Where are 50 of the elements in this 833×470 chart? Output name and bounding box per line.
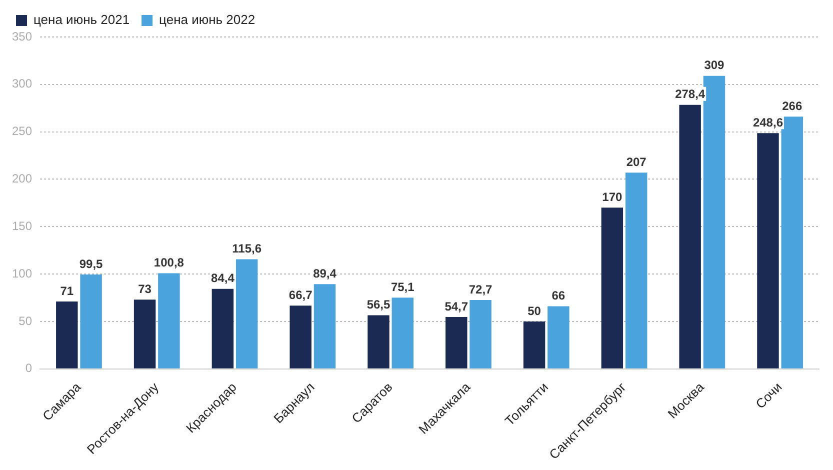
data-label: 72,7 [468, 282, 493, 296]
data-label: 170 [602, 190, 623, 204]
y-tick-label: 100 [12, 266, 32, 280]
legend-label: цена июнь 2022 [159, 12, 256, 28]
bar [158, 273, 180, 368]
bar [392, 298, 414, 368]
data-label: 266 [782, 98, 802, 113]
data-label: 309 [704, 58, 725, 72]
data-label: 71 [60, 284, 74, 298]
bar [314, 284, 336, 368]
bar [601, 208, 624, 368]
data-label: 100,8 [154, 256, 184, 270]
bar [470, 300, 492, 368]
bar [290, 306, 312, 368]
y-tick-label: 0 [25, 361, 32, 376]
data-label: 207 [626, 154, 647, 169]
bar [703, 76, 726, 368]
bar [236, 259, 258, 368]
legend-label: цена июнь 2021 [34, 12, 130, 28]
data-label: 66 [552, 288, 566, 303]
data-label: 54,7 [444, 299, 468, 314]
bar [523, 321, 546, 368]
data-label: 56,5 [366, 298, 390, 312]
y-tick-label: 200 [12, 172, 32, 186]
bar [679, 104, 701, 368]
y-tick-label: 350 [12, 29, 32, 44]
data-label: 115,6 [232, 242, 262, 256]
bar [80, 274, 102, 368]
data-label: 66,7 [288, 288, 313, 302]
data-label: 278,4 [675, 87, 706, 102]
bar [56, 302, 78, 368]
y-tick-label: 50 [18, 314, 32, 328]
bar [212, 288, 234, 368]
bar [625, 172, 648, 368]
data-label: 89,4 [313, 266, 337, 280]
y-tick-label: 150 [12, 218, 32, 233]
data-label: 73 [138, 282, 152, 296]
bar [134, 300, 156, 368]
y-tick-label: 300 [12, 76, 32, 91]
data-label: 84,4 [211, 271, 235, 286]
data-label: 75,1 [390, 280, 415, 294]
bar [446, 317, 468, 368]
bar [757, 133, 779, 368]
bar [781, 116, 803, 368]
data-label: 50 [528, 304, 542, 318]
bar [368, 315, 390, 368]
bar [548, 306, 570, 368]
data-label: 248,6 [752, 115, 784, 130]
data-label: 99,5 [79, 256, 104, 271]
y-tick-label: 250 [12, 124, 32, 138]
